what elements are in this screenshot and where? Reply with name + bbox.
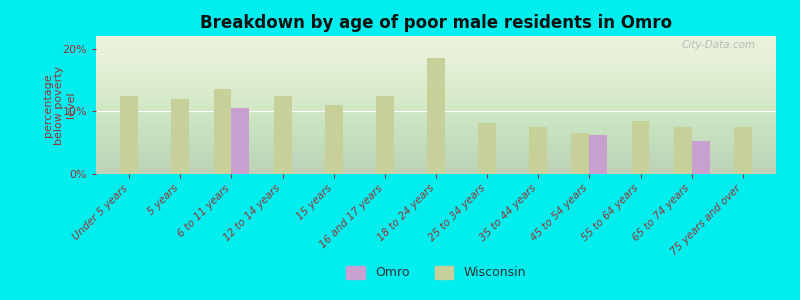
- Bar: [674, 127, 692, 174]
- Title: Breakdown by age of poor male residents in Omro: Breakdown by age of poor male residents …: [200, 14, 672, 32]
- Bar: [631, 121, 650, 174]
- Bar: [214, 89, 231, 174]
- Bar: [376, 96, 394, 174]
- Legend: Omro, Wisconsin: Omro, Wisconsin: [346, 266, 526, 279]
- Bar: [325, 105, 342, 174]
- Bar: [171, 99, 190, 174]
- Bar: [427, 58, 445, 174]
- Bar: [478, 123, 496, 174]
- Y-axis label: percentage
below poverty
level: percentage below poverty level: [43, 65, 76, 145]
- Bar: [590, 135, 607, 174]
- Bar: [530, 127, 547, 174]
- Bar: [120, 96, 138, 174]
- Bar: [274, 96, 291, 174]
- Bar: [734, 127, 752, 174]
- Bar: [571, 133, 590, 174]
- Bar: [692, 141, 710, 174]
- Text: City-Data.com: City-Data.com: [682, 40, 755, 50]
- Bar: [231, 108, 250, 174]
